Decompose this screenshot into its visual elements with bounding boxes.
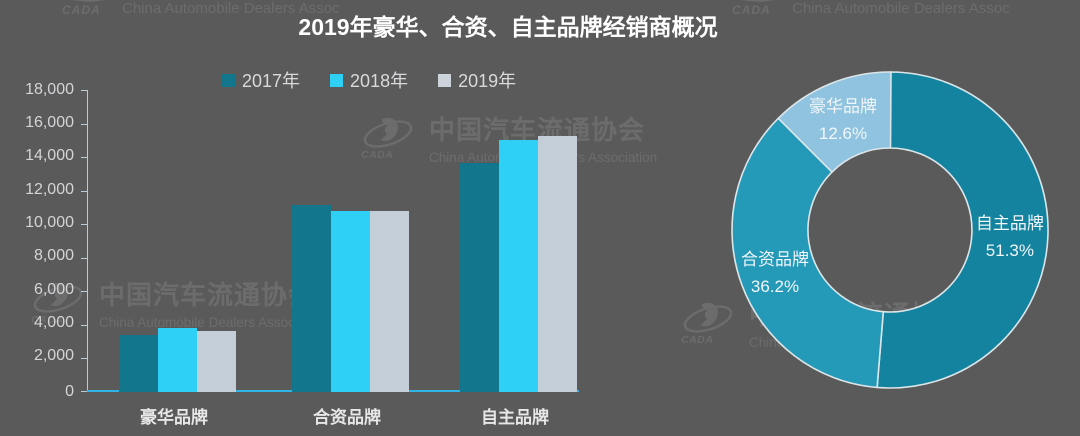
svg-text:36.2%: 36.2% — [751, 277, 799, 296]
svg-text:豪华品牌: 豪华品牌 — [809, 96, 877, 116]
svg-text:自主品牌: 自主品牌 — [976, 214, 1044, 233]
svg-text:合资品牌: 合资品牌 — [741, 250, 809, 269]
svg-text:51.3%: 51.3% — [986, 241, 1034, 260]
svg-text:12.6%: 12.6% — [819, 124, 867, 143]
